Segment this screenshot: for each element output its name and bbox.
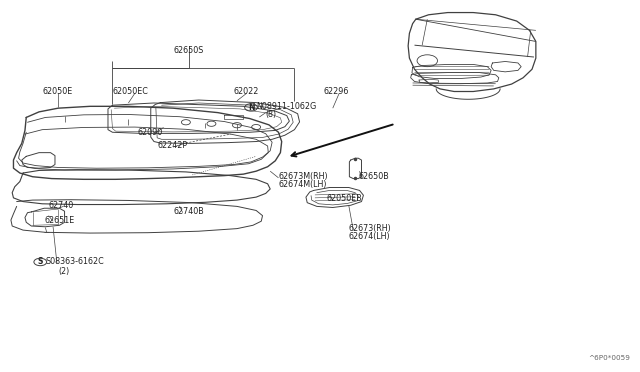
Text: 62673(RH): 62673(RH) — [349, 224, 392, 233]
Text: 62650S: 62650S — [174, 46, 204, 55]
Text: 62674(LH): 62674(LH) — [349, 231, 390, 241]
Text: (2): (2) — [58, 267, 69, 276]
Text: 62674M(LH): 62674M(LH) — [278, 180, 327, 189]
Text: 62242P: 62242P — [157, 141, 188, 150]
Text: (8): (8) — [266, 110, 277, 119]
Text: 62050E: 62050E — [42, 87, 72, 96]
Text: 62650B: 62650B — [358, 172, 389, 181]
Text: 62296: 62296 — [323, 87, 349, 96]
Text: S: S — [38, 257, 43, 266]
Text: S08363-6162C: S08363-6162C — [45, 257, 104, 266]
Text: 62740: 62740 — [49, 201, 74, 210]
Text: 62090: 62090 — [138, 128, 163, 137]
Text: 62740B: 62740B — [173, 208, 204, 217]
Text: 62050EB: 62050EB — [326, 195, 362, 203]
Text: 62022: 62022 — [234, 87, 259, 96]
Text: ^6P0*0059: ^6P0*0059 — [588, 355, 630, 361]
Text: 62050EC: 62050EC — [113, 87, 148, 96]
Text: N: N — [248, 103, 254, 112]
Text: 62673M(RH): 62673M(RH) — [278, 172, 328, 181]
Text: 62651E: 62651E — [44, 216, 74, 225]
Text: N08911-1062G: N08911-1062G — [256, 102, 316, 111]
